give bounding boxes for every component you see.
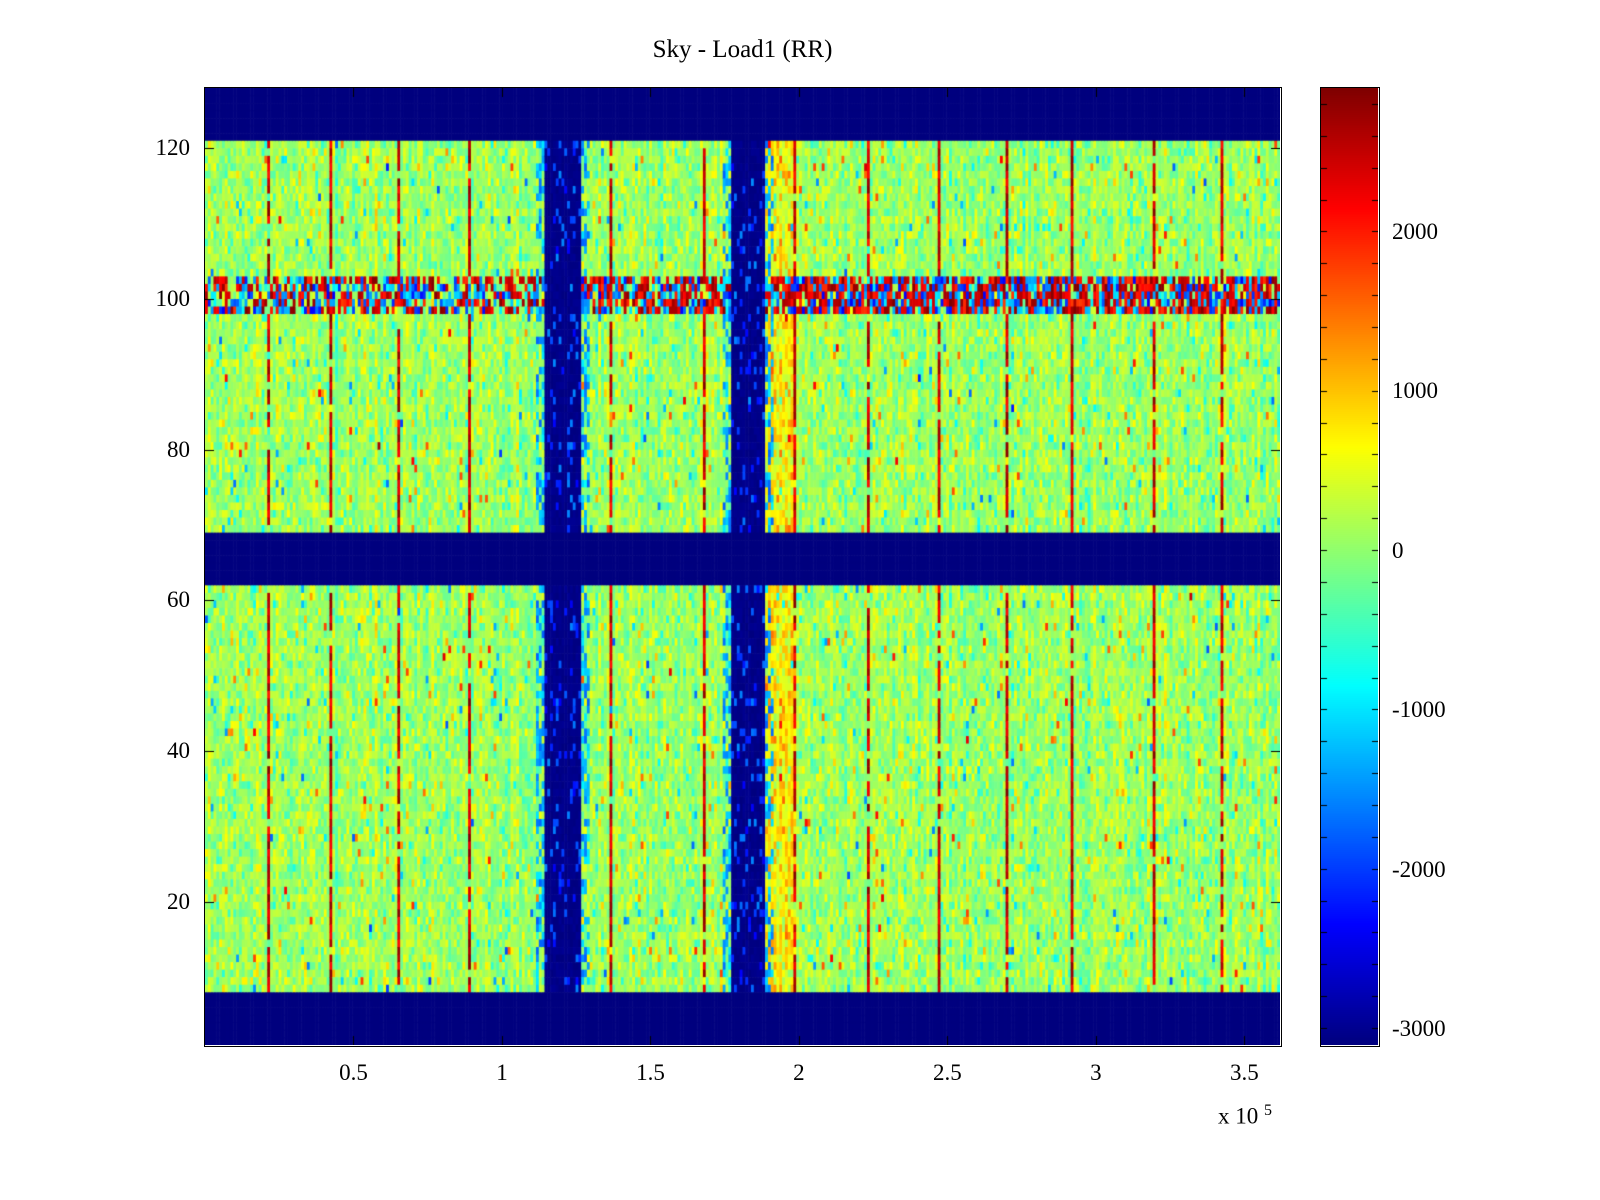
y-tick-label: 40 xyxy=(167,738,190,764)
colorbar-tick-label: -2000 xyxy=(1392,856,1446,882)
colorbar-tick-label: 0 xyxy=(1392,537,1404,563)
x-tick-label: 3.5 xyxy=(1229,1060,1259,1085)
x-tick-label: 0.5 xyxy=(339,1060,368,1085)
colorbar-canvas xyxy=(1321,88,1378,1045)
x-exp-power: 5 xyxy=(1264,1102,1272,1119)
x-tick-label: 1.5 xyxy=(636,1060,665,1085)
colorbar-tick-label: -1000 xyxy=(1392,697,1446,723)
y-tick-label: 80 xyxy=(167,436,190,462)
colorbar-tick-label: -3000 xyxy=(1392,1016,1446,1042)
chart-title: Sky - Load1 (RR) xyxy=(652,36,833,63)
x-tick-label: 1 xyxy=(496,1060,508,1085)
y-tick-label: 100 xyxy=(155,285,191,311)
x-exp-mantissa: x 10 xyxy=(1218,1103,1259,1129)
colorbar-tick-label: 2000 xyxy=(1392,218,1438,244)
y-tick-label: 20 xyxy=(167,888,190,914)
x-tick-label: 2 xyxy=(793,1060,805,1085)
heatmap-canvas xyxy=(205,88,1280,1045)
y-tick-label: 60 xyxy=(167,587,190,613)
colorbar-tick-label: 1000 xyxy=(1392,378,1438,404)
x-axis-exponent: x 10 5 xyxy=(1218,1102,1272,1130)
x-tick-label: 3 xyxy=(1090,1060,1102,1085)
x-tick-label: 2.5 xyxy=(933,1060,962,1085)
y-tick-label: 120 xyxy=(155,135,191,161)
